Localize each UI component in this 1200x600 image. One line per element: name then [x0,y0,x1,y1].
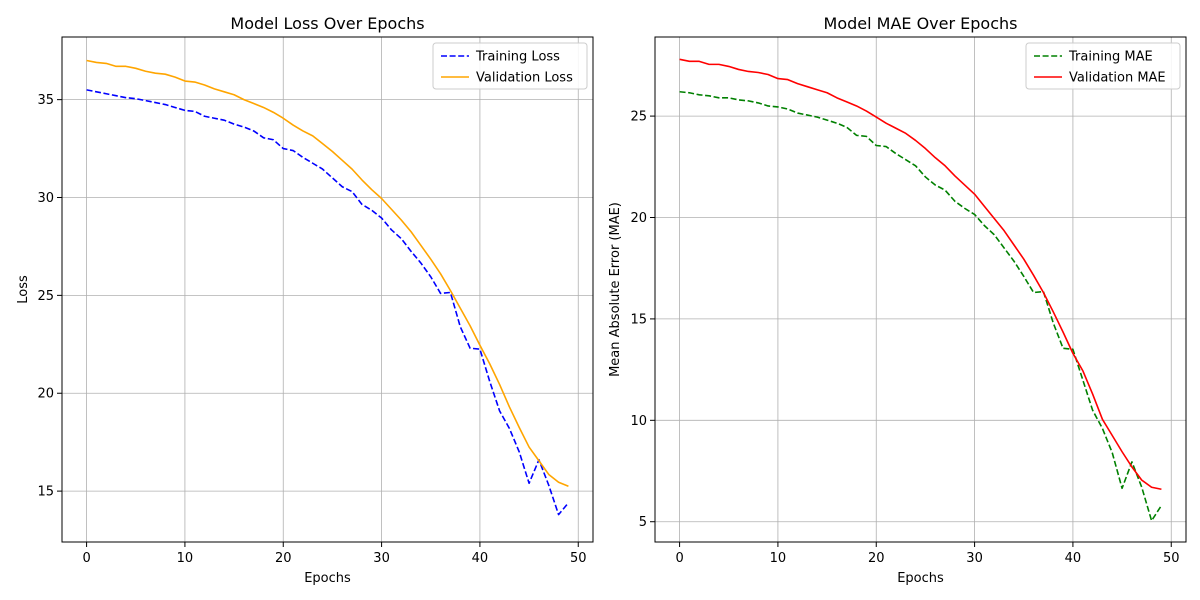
y-axis-label: Mean Absolute Error (MAE) [608,202,623,377]
plot-frame [61,36,594,543]
grid-lines [62,37,593,542]
legend-label: Training MAE [1068,50,1153,65]
x-tick-label: 0 [675,551,683,566]
y-tick-label: 25 [630,110,647,125]
y-tick-label: 35 [37,93,54,108]
legend-box [432,42,588,90]
y-axis-label: Loss [16,275,31,304]
x-tick-label: 50 [1163,551,1180,566]
y-tick-label: 20 [630,211,647,226]
x-tick-label: 0 [82,551,90,566]
series-line-validation-loss [86,59,569,487]
x-tick-label: 20 [868,551,885,566]
x-axis-label: Epochs [304,571,351,586]
plot-frame [654,36,1187,543]
x-tick-label: 10 [770,551,787,566]
legend-box [1025,42,1181,90]
legend-label: Validation MAE [1069,71,1166,86]
legend: Training Loss Validation Loss [432,42,588,90]
chart-panel-1: 0 10 20 30 40 50 15 20 25 30 35 Model Loss Over Epo… [16,14,594,586]
x-tick-label: 40 [1065,551,1082,566]
x-tick-label: 40 [472,551,489,566]
series-line-validation-mae [679,58,1162,491]
y-tick-label: 25 [37,289,54,304]
legend-label: Training Loss [475,50,560,65]
series-line-training-mae [679,90,1163,522]
legend-label: Validation Loss [476,71,573,86]
x-axis-label: Epochs [897,571,944,586]
y-tick-label: 15 [37,485,54,500]
chart-panel-2: 0 10 20 30 40 50 5 10 15 20 25 Model MAE Over Epoch… [608,14,1187,586]
y-tick-label: 15 [630,312,647,327]
legend: Training MAE Validation MAE [1025,42,1181,90]
x-tick-label: 10 [177,551,194,566]
x-tick-label: 50 [570,551,587,566]
chart-title: Model MAE Over Epochs [824,14,1018,33]
y-tick-label: 5 [639,515,647,530]
series-line-training-loss [86,89,570,516]
x-tick-label: 20 [275,551,292,566]
y-tick-label: 20 [37,387,54,402]
y-tick-label: 30 [37,191,54,206]
y-tick-label: 10 [630,414,647,429]
chart-title: Model Loss Over Epochs [230,14,424,33]
x-tick-label: 30 [373,551,390,566]
x-tick-label: 30 [966,551,983,566]
grid-lines [655,37,1186,542]
